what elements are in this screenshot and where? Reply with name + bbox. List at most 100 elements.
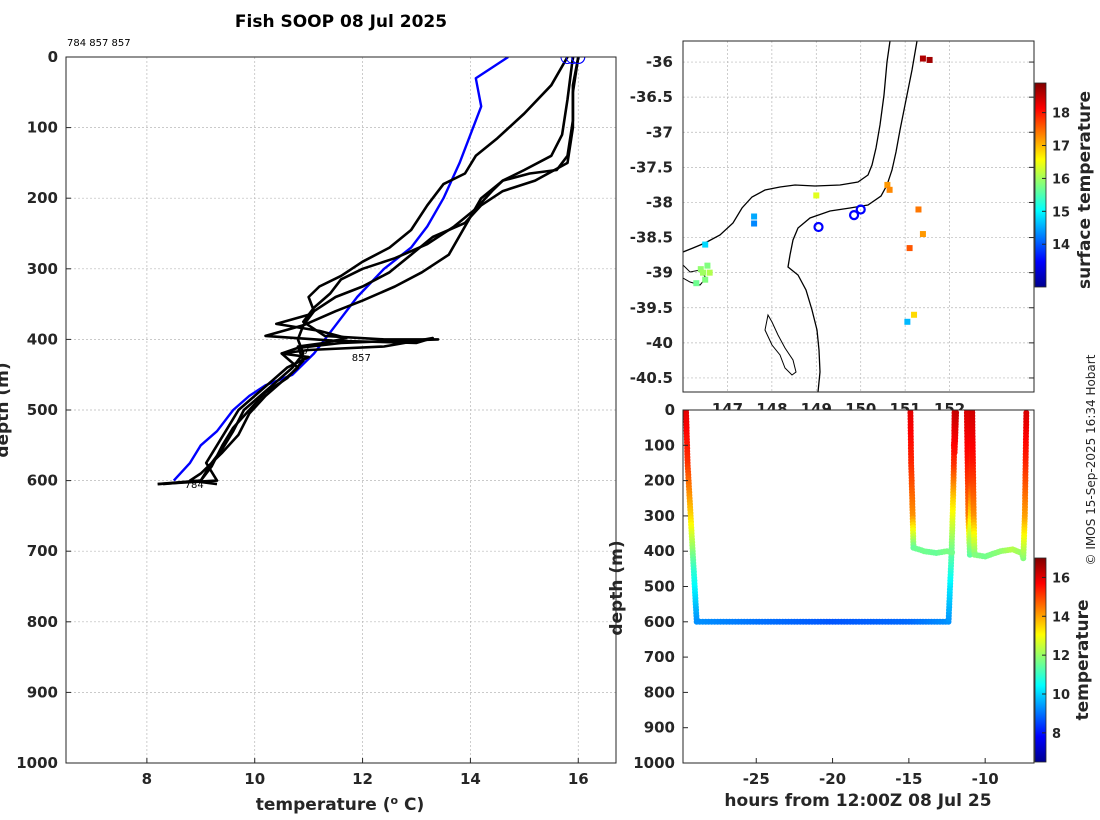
map-temperature-point — [693, 280, 700, 287]
coastline-tasmania-north — [764, 313, 797, 376]
map-colorbar-ticks: 14 15 16 17 18 — [1042, 107, 1070, 253]
section-plot-area — [683, 410, 1034, 763]
map-temperature-point — [884, 181, 891, 188]
map-grid — [683, 41, 1034, 392]
profile-line — [157, 57, 580, 486]
profile-y-tick-label: 300 — [27, 260, 58, 278]
profile-x-tick-label: 12 — [352, 770, 373, 788]
section-colorbar-ticks: 8 10 12 14 16 — [1042, 571, 1070, 742]
section-y-tick-label: 800 — [644, 683, 675, 701]
profile-y-tick-label: 800 — [27, 613, 58, 631]
profile-x-axis-label: temperature (o C) — [256, 794, 425, 815]
section-y-tick-label: 900 — [644, 719, 675, 737]
profile-ticks: 8 10 12 14 16 0 100 200 300 400 500 600 700 800 900 100… — [16, 48, 588, 788]
map-y-tick-label: -38 — [646, 193, 673, 211]
map-colorbar-tick-label: 18 — [1052, 107, 1070, 122]
profile-labels: 857 7 784 — [185, 346, 371, 491]
map-temperature-point — [699, 269, 706, 276]
profile-header-label: 784 857 857 — [67, 38, 131, 49]
section-y-tick-label: 300 — [644, 507, 675, 525]
profile-x-tick-label: 14 — [460, 770, 481, 788]
climatology-line — [172, 57, 509, 482]
map-temperature-point — [906, 245, 913, 252]
profile-y-tick-label: 1000 — [16, 754, 58, 772]
map-colorbar-tick-label: 15 — [1052, 205, 1070, 220]
section-temperature-points — [683, 410, 1030, 625]
map-temperature-point — [911, 311, 918, 318]
section-y-tick-label: 100 — [644, 436, 675, 454]
map-temperature-point — [697, 266, 704, 273]
map-y-tick-label: -38.5 — [630, 229, 673, 247]
section-temperature-point — [949, 549, 956, 556]
profile-x-tick-label: 10 — [244, 770, 265, 788]
profile-y-tick-label: 100 — [27, 119, 58, 137]
profile-plot-area — [66, 57, 616, 763]
section-colorbar-tick-label: 8 — [1052, 727, 1061, 742]
map-y-tick-label: -40.5 — [630, 369, 673, 387]
profile-y-axis-label: depth (m) — [0, 362, 13, 457]
credit-text: © IMOS 15-Sep-2025 16:34 Hobart — [1084, 354, 1098, 565]
profile-id-label: 857 — [352, 353, 371, 364]
profile-y-tick-label: 700 — [27, 542, 58, 560]
section-y-axis-label: depth (m) — [607, 540, 627, 635]
map-temperature-point — [751, 213, 758, 220]
map-temperature-point — [886, 186, 893, 193]
profile-y-tick-label: 200 — [27, 189, 58, 207]
profile-x-tick-label: 16 — [568, 770, 589, 788]
profile-x-tick-label: 8 — [142, 770, 152, 788]
map-temperature-point — [751, 220, 758, 227]
map-colorbar-tick-label: 14 — [1052, 238, 1070, 253]
profile-start-marker — [565, 57, 580, 64]
map-y-tick-label: -36.5 — [630, 88, 673, 106]
profile-series — [157, 57, 586, 486]
section-y-tick-label: 500 — [644, 578, 675, 596]
map-cast-marker — [848, 209, 860, 221]
section-x-tick-label: -15 — [895, 770, 922, 788]
map-y-tick-label: -36 — [646, 53, 673, 71]
section-panel: -25 -20 -15 -10 0 100 200 300 400 500 600 700 800 900… — [607, 401, 1093, 811]
coastline-mainland — [683, 41, 891, 253]
profile-grid — [66, 56, 616, 764]
profile-y-tick-label: 400 — [27, 330, 58, 348]
map-frame — [682, 40, 1035, 393]
map-temperature-point — [919, 55, 926, 62]
section-ticks: -25 -20 -15 -10 0 100 200 300 400 500 600 700 800 900… — [633, 401, 998, 788]
map-temperature-point — [813, 192, 820, 199]
profile-start-marker — [560, 57, 575, 64]
profile-y-tick-label: 900 — [27, 683, 58, 701]
section-x-tick-label: -10 — [972, 770, 999, 788]
map-temperature-point — [904, 318, 911, 325]
map-y-tick-label: -39.5 — [630, 299, 673, 317]
profile-frame — [65, 56, 617, 764]
section-colorbar-tick-label: 10 — [1052, 688, 1070, 703]
section-x-tick-label: -25 — [743, 770, 770, 788]
map-panel: 147 148 149 150 151 152-36-36.5-37-37.5-38-38… — [630, 40, 1095, 418]
map-temperature-point — [702, 241, 709, 248]
section-colorbar-tick-label: 14 — [1052, 610, 1070, 625]
map-colorbar-tick-label: 16 — [1052, 172, 1070, 187]
section-y-tick-label: 700 — [644, 648, 675, 666]
section-frame — [682, 409, 1035, 764]
map-temperature-point — [704, 262, 711, 269]
section-y-tick-label: 600 — [644, 613, 675, 631]
profile-start-marker — [571, 57, 586, 64]
map-y-tick-label: -37.5 — [630, 158, 673, 176]
map-cast-marker — [855, 204, 866, 215]
map-y-tick-label: -40 — [646, 334, 673, 352]
map-temperature-point — [706, 269, 713, 276]
map-colorbar — [1034, 82, 1047, 288]
profile-panel: Fish SOOP 08 Jul 2025 784 857 857 8 10 12 1… — [0, 12, 617, 815]
map-temperature-point — [919, 231, 926, 238]
section-colorbar-label: temperature — [1073, 599, 1093, 720]
profile-y-tick-label: 500 — [27, 401, 58, 419]
profile-id-label: 784 — [185, 480, 204, 491]
profile-y-tick-label: 0 — [48, 48, 58, 66]
section-y-tick-label: 400 — [644, 542, 675, 560]
profile-y-tick-label: 600 — [27, 472, 58, 490]
map-temperature-point — [702, 276, 709, 283]
chart-title: Fish SOOP 08 Jul 2025 — [235, 12, 447, 32]
profile-line — [188, 57, 580, 486]
map-colorbar-label: surface temperature — [1075, 91, 1095, 289]
section-temperature-point — [1023, 410, 1030, 416]
section-y-tick-label: 200 — [644, 472, 675, 490]
